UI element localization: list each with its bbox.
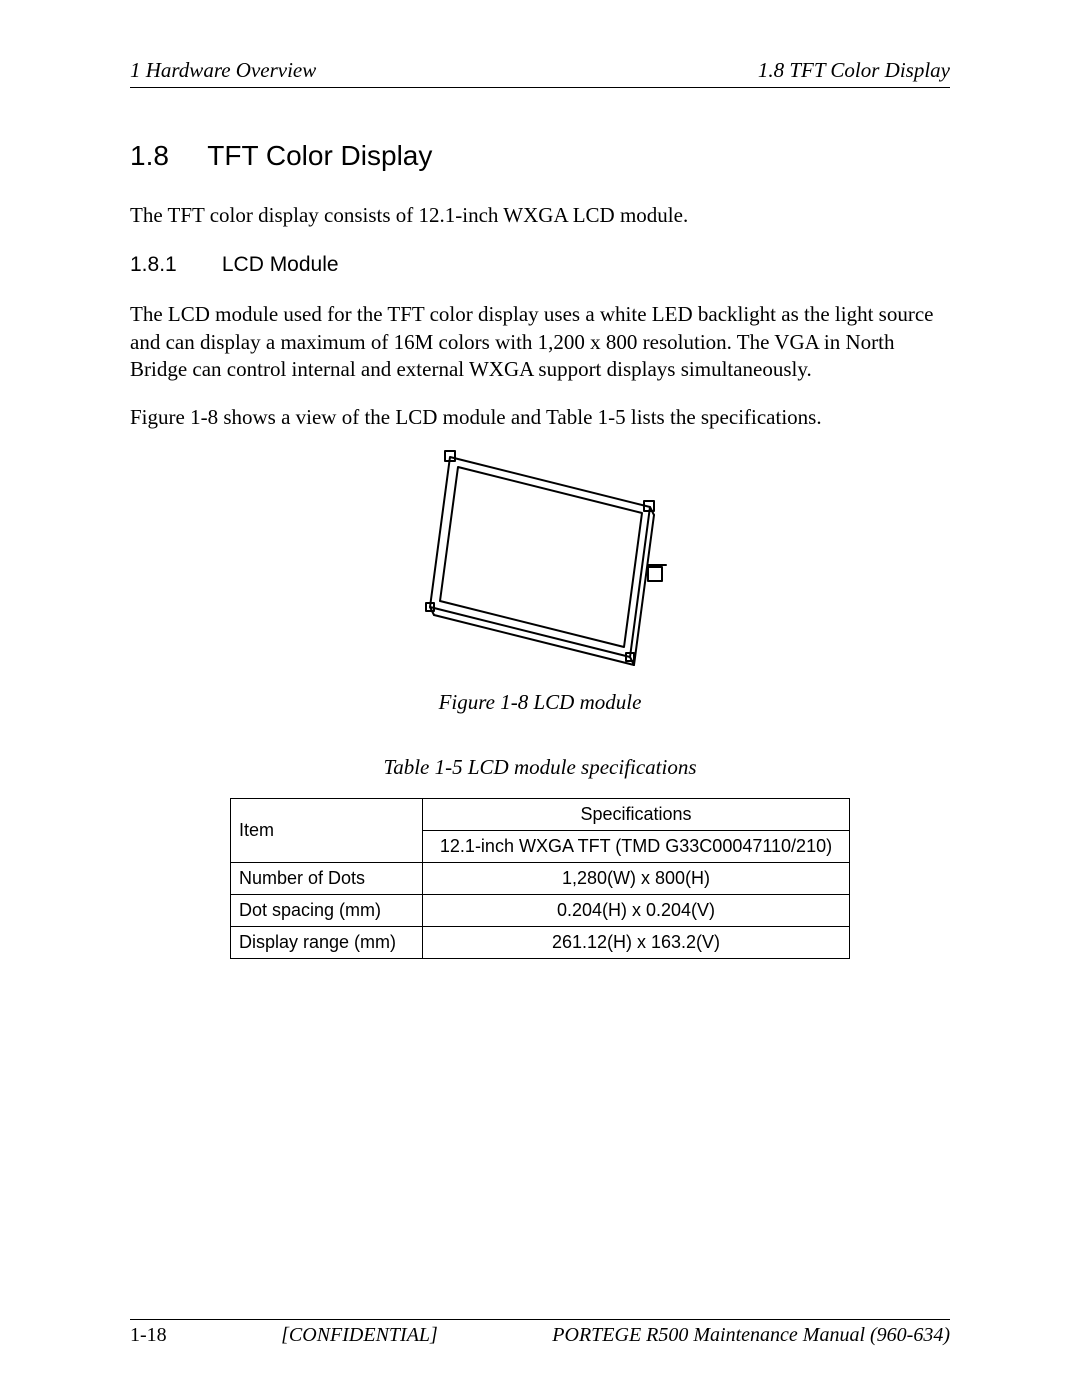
page-footer: 1-18 [CONFIDENTIAL] PORTEGE R500 Mainten… xyxy=(130,1319,950,1347)
figure-caption: Figure 1-8 LCD module xyxy=(130,690,950,715)
section-heading: 1.8 TFT Color Display xyxy=(130,140,950,172)
subsection-para-2: Figure 1-8 shows a view of the LCD modul… xyxy=(130,404,950,431)
row-item: Display range (mm) xyxy=(231,927,423,959)
lcd-module-drawing xyxy=(390,447,690,667)
lcd-figure: Figure 1-8 LCD module xyxy=(130,447,950,715)
row-value: 0.204(H) x 0.204(V) xyxy=(423,895,850,927)
table-row: Dot spacing (mm) 0.204(H) x 0.204(V) xyxy=(231,895,850,927)
table-row: Number of Dots 1,280(W) x 800(H) xyxy=(231,863,850,895)
col-header-model: 12.1-inch WXGA TFT (TMD G33C00047110/210… xyxy=(423,831,850,863)
col-header-item: Item xyxy=(231,799,423,863)
page-header: 1 Hardware Overview 1.8 TFT Color Displa… xyxy=(130,58,950,88)
section-intro: The TFT color display consists of 12.1-i… xyxy=(130,202,950,229)
footer-page-number: 1-18 xyxy=(130,1324,167,1347)
subsection-heading: 1.8.1 LCD Module xyxy=(130,253,950,277)
section-number: 1.8 xyxy=(130,140,200,172)
table-row: Display range (mm) 261.12(H) x 163.2(V) xyxy=(231,927,850,959)
table-header-row: Item Specifications xyxy=(231,799,850,831)
table-caption: Table 1-5 LCD module specifications xyxy=(130,755,950,780)
subsection-para-1: The LCD module used for the TFT color di… xyxy=(130,301,950,383)
subsection-title-text: LCD Module xyxy=(222,253,339,276)
header-left: 1 Hardware Overview xyxy=(130,58,316,83)
row-item: Number of Dots xyxy=(231,863,423,895)
row-value: 261.12(H) x 163.2(V) xyxy=(423,927,850,959)
col-header-spec: Specifications xyxy=(423,799,850,831)
footer-right: PORTEGE R500 Maintenance Manual (960-634… xyxy=(552,1324,950,1347)
header-right: 1.8 TFT Color Display xyxy=(758,58,950,83)
row-value: 1,280(W) x 800(H) xyxy=(423,863,850,895)
subsection-number: 1.8.1 xyxy=(130,253,216,277)
document-page: 1 Hardware Overview 1.8 TFT Color Displa… xyxy=(0,0,1080,1397)
row-item: Dot spacing (mm) xyxy=(231,895,423,927)
spec-table: Item Specifications 12.1-inch WXGA TFT (… xyxy=(230,798,850,959)
section-title-text: TFT Color Display xyxy=(207,140,432,171)
footer-center: [CONFIDENTIAL] xyxy=(281,1324,438,1347)
